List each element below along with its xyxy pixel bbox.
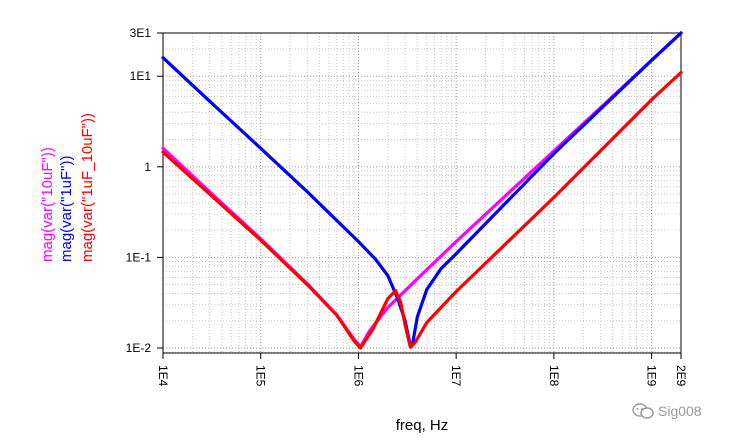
- x-axis-label: freq, Hz: [396, 417, 449, 434]
- x-tick-label: 1E7: [449, 365, 463, 387]
- y-tick-label: 1E-2: [126, 341, 152, 355]
- x-tick-label: 2E9: [674, 365, 688, 387]
- y-tick-label: 3E1: [130, 26, 152, 40]
- legend-entry-2: mag(var("1uF_10uF")): [79, 113, 96, 262]
- chat-bubble-icon: [632, 403, 654, 419]
- x-tick-label: 1E8: [547, 365, 561, 387]
- watermark: Sig008: [632, 402, 702, 420]
- x-tick-label: 1E6: [351, 365, 365, 387]
- legend-entry-0: mag(var("10uF")): [39, 147, 56, 262]
- x-tick-label: 1E4: [156, 365, 170, 387]
- watermark-text: Sig008: [658, 403, 702, 419]
- series-line-2: [161, 70, 683, 350]
- grid: [162, 32, 682, 353]
- x-axis-ticks: 1E4 1E5 1E6 1E7 1E8 1E9 2E9: [156, 353, 688, 387]
- y-tick-label: 1E-1: [126, 250, 152, 264]
- legend-entry-1: mag(var("1uF")): [58, 156, 75, 263]
- x-tick-label: 1E5: [254, 365, 268, 387]
- y-tick-label: 1E1: [130, 69, 152, 83]
- legend: mag(var("10uF")) mag(var("1uF")) mag(var("…: [39, 113, 96, 262]
- series-layer: [161, 31, 683, 350]
- y-axis-ticks: 3E1 1E1 1 1E-1 1E-2: [126, 26, 163, 355]
- y-tick-label: 1: [144, 160, 151, 174]
- plot-frame: [162, 32, 682, 354]
- x-tick-label: 1E9: [645, 365, 659, 387]
